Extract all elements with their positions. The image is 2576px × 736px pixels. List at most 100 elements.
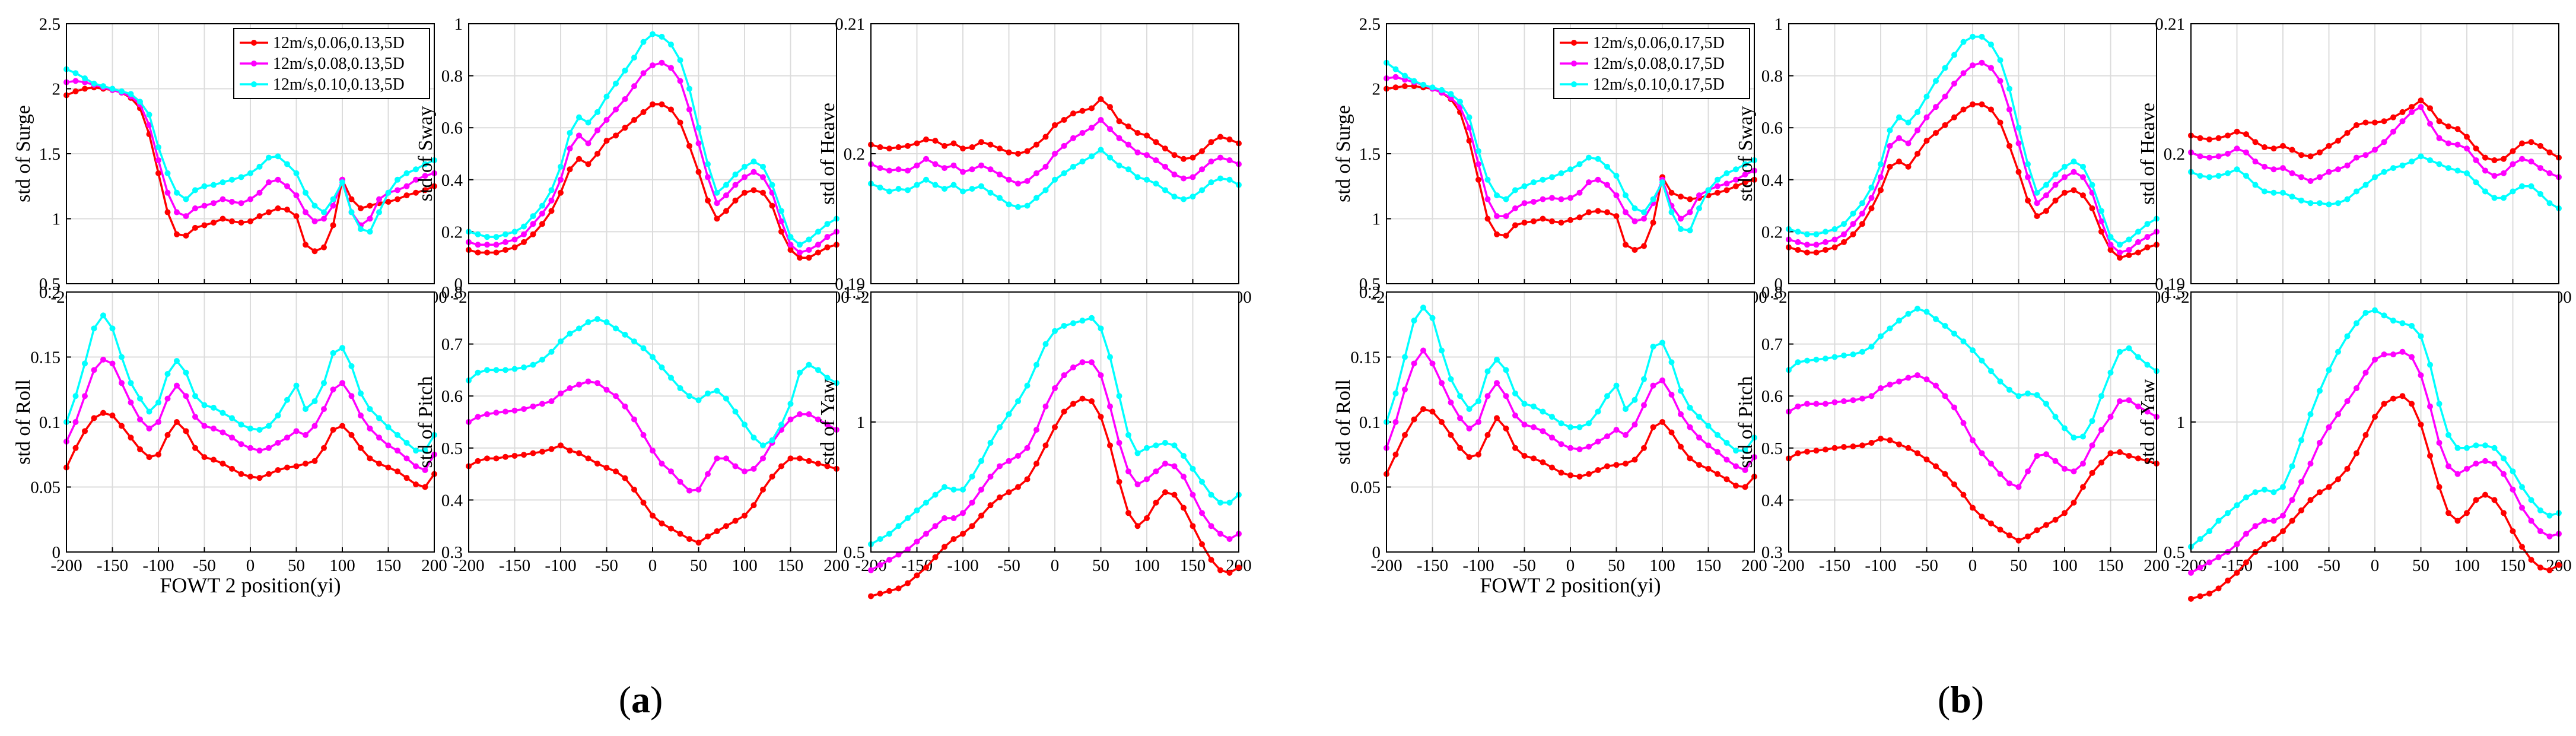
y-axis-label: std of Roll <box>1332 379 1354 465</box>
data-point <box>1942 65 1948 71</box>
data-point <box>1052 385 1058 392</box>
data-point <box>1531 455 1537 462</box>
data-point <box>247 445 253 451</box>
data-point <box>567 145 573 152</box>
data-point <box>2298 174 2304 180</box>
data-point <box>1475 176 1481 183</box>
data-point <box>2519 140 2525 147</box>
data-point <box>613 468 619 475</box>
data-point <box>1144 445 1150 451</box>
data-point <box>1795 403 1801 410</box>
data-point <box>1923 114 1930 120</box>
data-point <box>2006 480 2012 487</box>
data-point <box>2234 502 2240 509</box>
data-point <box>2025 533 2031 540</box>
data-point <box>932 554 939 560</box>
data-point <box>1850 231 1856 237</box>
data-point <box>987 166 994 173</box>
data-point <box>1217 154 1223 161</box>
data-point <box>2510 188 2516 195</box>
x-tick-label: -200 <box>453 556 484 575</box>
data-point <box>1979 59 1985 66</box>
data-point <box>174 189 180 196</box>
data-point <box>247 196 253 202</box>
subplot-std-of-pitch: -200 -150 -100 -50 0 50 100 150 2000.30.40.50.60… <box>415 283 850 575</box>
data-point <box>760 486 766 493</box>
data-point <box>1098 147 1104 153</box>
data-point <box>640 39 647 45</box>
data-point <box>2289 497 2295 503</box>
data-point <box>358 390 364 396</box>
data-point <box>511 452 518 459</box>
data-point <box>1914 450 1920 456</box>
data-point <box>530 450 536 456</box>
data-point <box>2436 440 2443 446</box>
data-point <box>2062 163 2068 170</box>
data-point <box>385 424 392 430</box>
axes-box <box>2190 23 2559 284</box>
data-point <box>969 499 975 506</box>
data-point <box>1678 388 1684 394</box>
data-point <box>1558 441 1564 448</box>
data-point <box>2188 595 2194 602</box>
data-point <box>1988 520 1994 526</box>
data-point <box>1988 65 1994 71</box>
data-point <box>484 234 490 240</box>
data-point <box>2062 189 2068 196</box>
y-tick-label: 1 <box>1774 15 1783 34</box>
data-point <box>2381 139 2387 145</box>
x-tick-label: -50 <box>595 556 618 575</box>
data-point <box>2135 249 2141 256</box>
y-axis-label: std of Surge <box>12 105 34 202</box>
data-point <box>2043 401 2049 407</box>
data-point <box>750 465 757 472</box>
data-point <box>877 536 883 543</box>
data-point <box>1411 78 1417 84</box>
data-point <box>714 455 720 462</box>
data-point <box>1024 148 1031 154</box>
x-tick-label: -50 <box>1915 556 1938 575</box>
y-tick-label: 0.4 <box>441 491 463 510</box>
data-point <box>82 85 88 92</box>
data-point <box>714 528 720 534</box>
data-point <box>2445 510 2451 516</box>
data-point <box>576 450 582 456</box>
data-point <box>1595 156 1601 162</box>
data-point <box>422 161 428 167</box>
data-point <box>1887 127 1893 134</box>
y-tick-label: 0.2 <box>1761 223 1783 242</box>
data-point <box>1420 81 1426 88</box>
y-tick-label: 1.5 <box>2164 283 2185 302</box>
axes-box <box>1386 23 1755 284</box>
data-point <box>229 199 235 205</box>
data-point <box>567 448 573 454</box>
data-point <box>192 393 198 399</box>
data-point <box>705 390 711 396</box>
data-point <box>1970 347 1976 354</box>
data-point <box>1042 163 1049 170</box>
data-point <box>1659 179 1665 186</box>
y-axis-label: std of Surge <box>1332 105 1354 202</box>
data-point <box>2510 148 2516 154</box>
data-point <box>1623 209 1629 215</box>
data-point <box>2454 141 2461 148</box>
data-point <box>1696 414 1702 420</box>
data-point <box>2107 450 2114 456</box>
data-point <box>2206 591 2212 597</box>
data-point <box>475 414 481 420</box>
data-point <box>284 396 290 403</box>
data-point <box>1079 129 1086 136</box>
x-tick-label: -100 <box>1865 556 1896 575</box>
data-point <box>797 249 803 256</box>
data-point <box>1804 448 1810 455</box>
data-point <box>631 83 637 90</box>
x-tick-label: -200 <box>50 556 82 575</box>
data-point <box>2298 507 2304 513</box>
data-point <box>2107 247 2114 253</box>
data-point <box>1604 393 1610 399</box>
data-point <box>2135 403 2141 410</box>
data-point <box>376 196 382 202</box>
data-point <box>1813 231 1820 237</box>
data-point <box>100 83 106 90</box>
data-point <box>2225 510 2231 516</box>
